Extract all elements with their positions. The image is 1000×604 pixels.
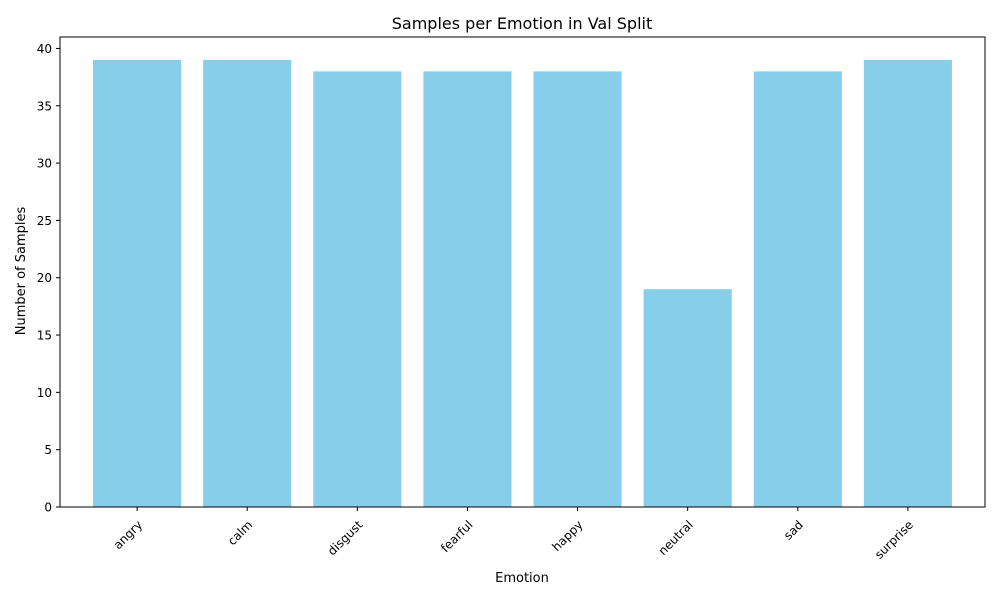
- bar-angry: [93, 59, 182, 508]
- x-tick-label-happy: happy: [549, 518, 585, 554]
- x-axis-label: Emotion: [495, 571, 549, 586]
- bar-calm: [203, 59, 292, 508]
- y-tick-label-20: 20: [37, 271, 52, 285]
- bar-happy: [533, 71, 622, 507]
- bar-sad: [753, 71, 842, 507]
- y-tick-label-25: 25: [37, 214, 52, 228]
- bar-fearful: [423, 71, 512, 507]
- bar-disgust: [313, 71, 402, 507]
- y-tick-label-0: 0: [44, 501, 52, 515]
- x-tick-label-surprise: surprise: [872, 518, 916, 562]
- chart-title: Samples per Emotion in Val Split: [392, 14, 652, 33]
- x-tick-label-sad: sad: [781, 518, 806, 543]
- y-tick-label-35: 35: [37, 99, 52, 113]
- x-tick-label-calm: calm: [225, 518, 255, 548]
- x-tick-label-neutral: neutral: [656, 518, 696, 558]
- x-tick-label-fearful: fearful: [438, 518, 476, 556]
- bar-neutral: [643, 289, 732, 507]
- bar-surprise: [863, 59, 952, 508]
- plot-frame: [59, 36, 986, 508]
- y-tick-label-30: 30: [37, 157, 52, 171]
- y-tick-label-5: 5: [44, 443, 52, 457]
- x-tick-label-angry: angry: [111, 518, 145, 552]
- y-axis-label: Number of Samples: [14, 207, 29, 336]
- x-tick-label-disgust: disgust: [325, 518, 366, 559]
- y-tick-label-10: 10: [37, 386, 52, 400]
- y-tick-label-40: 40: [37, 42, 52, 56]
- y-tick-label-15: 15: [37, 329, 52, 343]
- bars-layer: [93, 59, 952, 508]
